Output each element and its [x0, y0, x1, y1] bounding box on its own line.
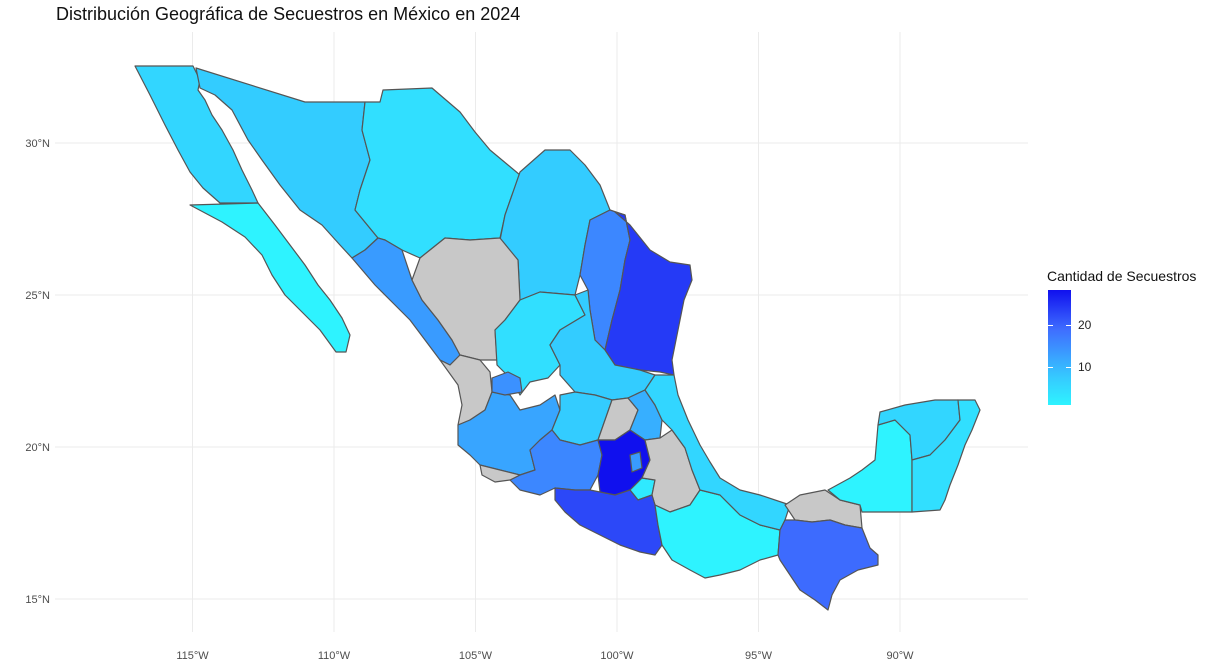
state-polygons	[134, 65, 981, 611]
legend-tick-label-20: 20	[1078, 318, 1092, 332]
region-campeche	[827, 419, 913, 513]
region-guerrero	[554, 487, 663, 556]
legend-tick-label-10: 10	[1078, 360, 1092, 374]
y-tick-label: 20°N	[25, 442, 50, 454]
region-ciudad-de-mexico	[629, 451, 643, 473]
y-tick-label: 25°N	[25, 290, 50, 302]
region-colima	[479, 464, 521, 483]
legend-title: Cantidad de Secuestros	[1047, 268, 1197, 284]
x-tick-label: 95°W	[745, 650, 773, 662]
legend-tick-mark-20-right	[1066, 325, 1071, 326]
region-aguascalientes	[491, 371, 523, 396]
region-quintana-roo	[911, 399, 981, 513]
region-oaxaca	[654, 489, 781, 579]
region-chihuahua	[354, 87, 521, 259]
x-tick-label: 110°W	[318, 650, 351, 662]
y-tick-label: 30°N	[25, 138, 50, 150]
region-chiapas	[777, 519, 879, 611]
region-baja-california	[134, 65, 259, 204]
region-baja-california-sur	[189, 202, 351, 353]
legend-tick-mark-20	[1048, 325, 1053, 326]
legend-tick-mark-10	[1048, 367, 1053, 368]
region-tamaulipas	[604, 211, 693, 376]
legend-tick-mark-10-right	[1066, 367, 1071, 368]
x-tick-label: 100°W	[600, 650, 634, 662]
y-tick-label: 15°N	[25, 594, 50, 606]
x-tick-label: 115°W	[176, 650, 209, 662]
legend-color-bar	[1048, 290, 1071, 405]
x-tick-label: 105°W	[459, 650, 493, 662]
x-tick-label: 90°W	[886, 650, 914, 662]
chart-title: Distribución Geográfica de Secuestros en…	[56, 4, 521, 24]
